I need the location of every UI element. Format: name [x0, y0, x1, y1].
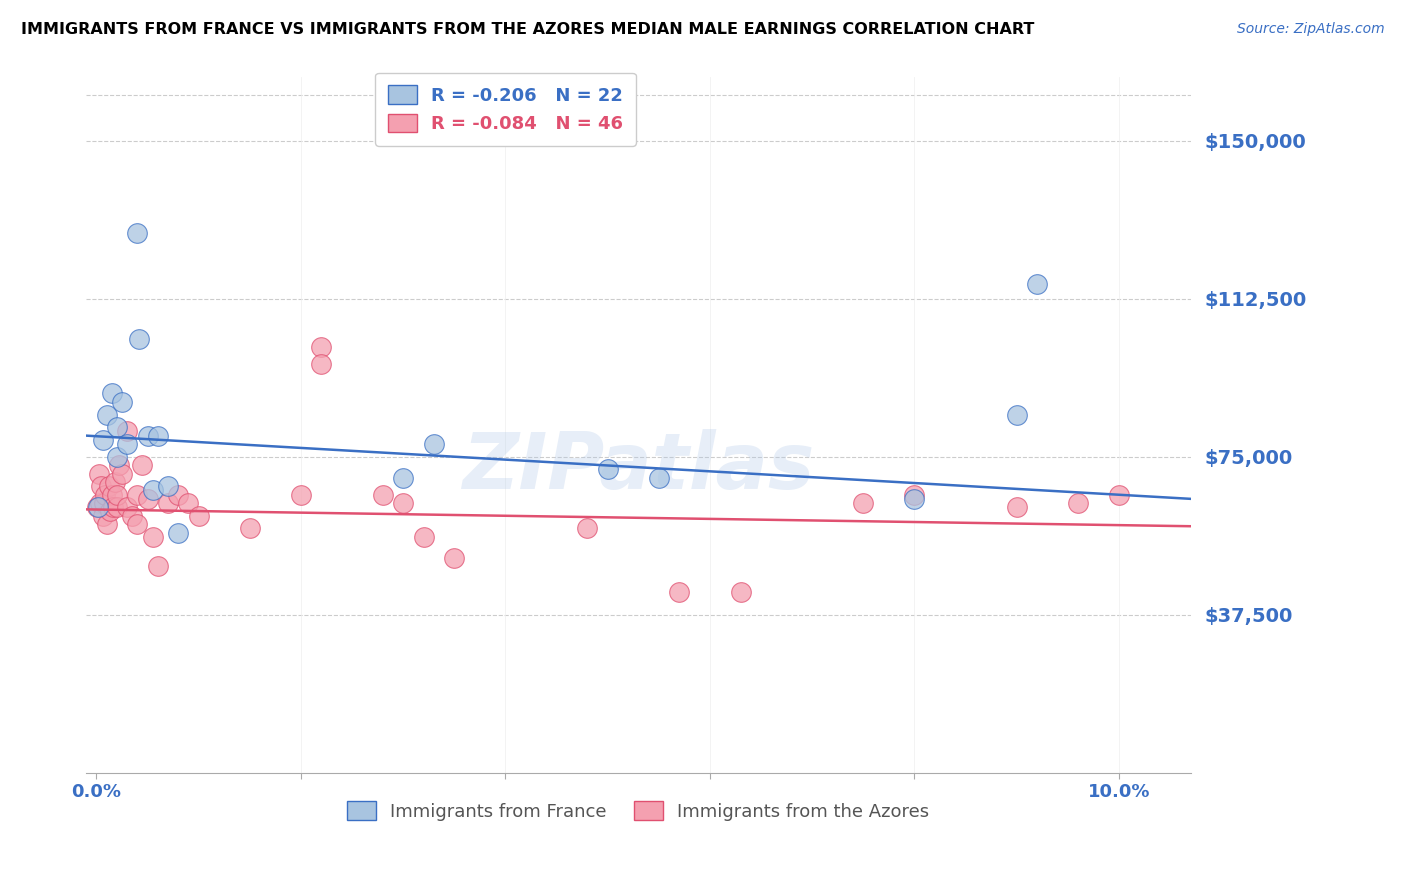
Point: [596, 462, 619, 476]
Point: [100, 488, 122, 502]
Point: [392, 471, 415, 485]
Point: [96, 408, 118, 422]
Point: [1067, 496, 1090, 510]
Point: [93, 488, 115, 502]
Legend: Immigrants from France, Immigrants from the Azores: Immigrants from France, Immigrants from …: [335, 789, 942, 833]
Point: [91, 508, 114, 523]
Point: [1108, 488, 1130, 502]
Point: [156, 496, 179, 510]
Point: [167, 525, 190, 540]
Point: [86, 500, 108, 515]
Point: [311, 340, 333, 354]
Point: [146, 428, 169, 442]
Point: [142, 483, 165, 498]
Point: [127, 488, 149, 502]
Point: [1005, 500, 1028, 515]
Point: [93, 496, 115, 510]
Point: [115, 425, 138, 439]
Point: [443, 550, 465, 565]
Point: [115, 500, 138, 515]
Point: [91, 433, 114, 447]
Point: [101, 500, 124, 515]
Point: [105, 500, 128, 515]
Point: [290, 488, 312, 502]
Point: [903, 491, 925, 506]
Point: [371, 488, 394, 502]
Point: [177, 496, 200, 510]
Point: [392, 496, 415, 510]
Point: [115, 437, 138, 451]
Point: [136, 491, 159, 506]
Point: [104, 475, 127, 489]
Point: [412, 530, 434, 544]
Point: [1026, 277, 1049, 291]
Point: [136, 428, 159, 442]
Point: [852, 496, 875, 510]
Point: [97, 479, 120, 493]
Point: [668, 584, 690, 599]
Point: [167, 488, 190, 502]
Point: [423, 437, 446, 451]
Point: [142, 530, 165, 544]
Text: ZIPatlas: ZIPatlas: [463, 429, 814, 505]
Point: [1005, 408, 1028, 422]
Point: [90, 479, 112, 493]
Point: [105, 420, 128, 434]
Point: [96, 517, 118, 532]
Point: [127, 227, 149, 241]
Point: [131, 458, 153, 472]
Point: [146, 559, 169, 574]
Point: [128, 332, 150, 346]
Point: [239, 521, 262, 535]
Point: [648, 471, 671, 485]
Point: [311, 357, 333, 371]
Point: [105, 450, 128, 464]
Point: [903, 488, 925, 502]
Point: [187, 508, 209, 523]
Point: [156, 479, 179, 493]
Point: [89, 496, 111, 510]
Point: [121, 508, 143, 523]
Point: [127, 517, 149, 532]
Point: [730, 584, 752, 599]
Text: IMMIGRANTS FROM FRANCE VS IMMIGRANTS FROM THE AZORES MEDIAN MALE EARNINGS CORREL: IMMIGRANTS FROM FRANCE VS IMMIGRANTS FRO…: [21, 22, 1035, 37]
Point: [108, 458, 131, 472]
Point: [105, 488, 128, 502]
Point: [87, 500, 110, 515]
Point: [111, 467, 134, 481]
Point: [111, 395, 134, 409]
Point: [98, 504, 121, 518]
Point: [100, 386, 122, 401]
Point: [576, 521, 599, 535]
Point: [89, 467, 111, 481]
Text: Source: ZipAtlas.com: Source: ZipAtlas.com: [1237, 22, 1385, 37]
